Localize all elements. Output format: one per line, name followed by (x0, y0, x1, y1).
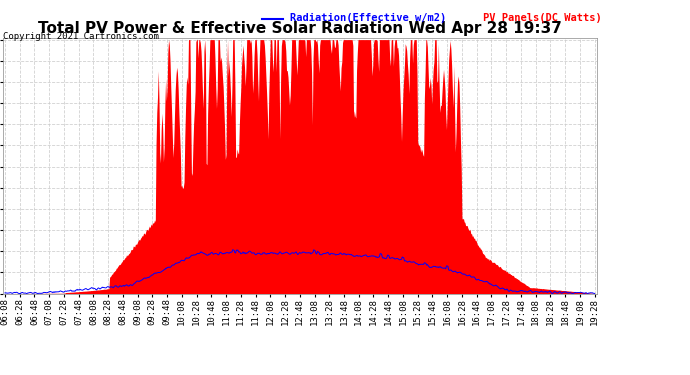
Text: Radiation(Effective w/m2): Radiation(Effective w/m2) (290, 13, 446, 22)
Text: Copyright 2021 Cartronics.com: Copyright 2021 Cartronics.com (3, 32, 159, 41)
Title: Total PV Power & Effective Solar Radiation Wed Apr 28 19:37: Total PV Power & Effective Solar Radiati… (38, 21, 562, 36)
Text: PV Panels(DC Watts): PV Panels(DC Watts) (483, 13, 602, 22)
